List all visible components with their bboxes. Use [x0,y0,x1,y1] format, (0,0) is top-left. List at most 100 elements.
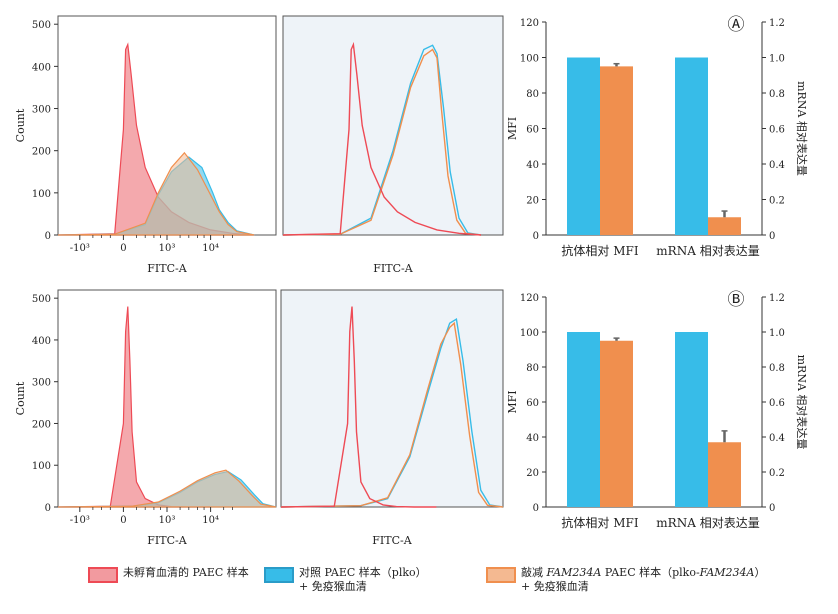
y-right-tick-label: 1.0 [769,54,785,65]
histogram-line-orange [282,48,482,236]
y-axis-title: MFI [506,117,519,140]
legend-item-unincubated: 未孵育血清的 PAEC 样本 [88,566,249,583]
legend-item-knockdown: 敲减 FAM234A PAEC 样本（plko-FAM234A） + 免疫猴血清 [486,566,766,594]
x-axis-title: FITC-A [373,262,413,275]
x-tick-label: 10³ [159,515,176,526]
y-tick-label: 20 [526,196,539,207]
histogram-line-red [280,306,437,508]
bar-orange [708,442,741,507]
x-tick-label: -10³ [70,243,90,254]
y-tick-label: 500 [32,294,51,305]
y-tick-label: 80 [526,89,539,100]
histogram-line-red [282,41,482,236]
y-tick-label: 0 [533,231,539,242]
category-label: mRNA 相对表达量 [656,244,759,258]
y-tick-label: 200 [32,147,51,158]
histogram-area-orange [57,469,277,508]
histogram-panel-b-histogram-overlay [54,289,277,512]
y-tick-label: 120 [520,18,539,29]
y-tick-label: 100 [32,189,51,200]
category-label: mRNA 相对表达量 [656,516,759,530]
x-tick-label: 10³ [159,243,176,254]
y-axis-title: Count [14,108,27,142]
x-tick-label: 10⁴ [202,243,219,254]
y-tick-label: 500 [32,20,51,31]
bar-blue [675,332,708,507]
x-axis-title: FITC-A [147,534,187,547]
y-tick-label: 400 [32,62,51,73]
y-right-tick-label: 1.2 [769,293,785,304]
plot-frame [280,289,504,508]
histogram-area-orange [57,151,255,236]
y-tick-label: 60 [526,398,539,409]
legend-label-knockdown-serum: + 免疫猴血清 [521,580,589,593]
legend: 未孵育血清的 PAEC 样本 对照 PAEC 样本（plko） + 免疫猴血清 … [0,560,838,614]
histogram-line-orange [280,321,504,508]
y-right-tick-label: 1.0 [769,328,785,339]
y-tick-label: 40 [526,160,539,171]
bar-orange [708,217,741,235]
histogram-panel-a-histogram-overlay [54,15,277,240]
legend-label-control-serum: + 免疫猴血清 [299,580,367,593]
y-right-tick-label: 0.4 [769,433,785,444]
y-tick-label: 40 [526,433,539,444]
y-right-tick-label: 0.6 [769,398,785,409]
bar-panel-b [542,296,766,508]
y-tick-label: 100 [520,328,539,339]
x-axis-title: FITC-A [147,262,187,275]
y-right-tick-label: 0 [769,231,775,242]
y-right-tick-label: 0 [769,503,775,514]
y-tick-label: 100 [32,461,51,472]
legend-label-unincubated: 未孵育血清的 PAEC 样本 [123,566,249,579]
y-tick-label: 0 [45,503,51,514]
y-tick-label: 80 [526,363,539,374]
y-axis-title: MFI [506,390,519,413]
bar-orange [600,66,633,235]
y-tick-label: 120 [520,293,539,304]
x-tick-label: 0 [120,243,126,254]
y-tick-label: 400 [32,336,51,347]
y-tick-label: 60 [526,125,539,136]
plot-frame [282,15,504,236]
panel-label: Ⓑ [728,290,745,310]
bar-panel-a [542,21,766,236]
y-right-tick-label: 0.8 [769,363,785,374]
y-tick-label: 100 [520,54,539,65]
y-axis-title: Count [14,381,27,415]
plot-frame [57,289,277,508]
legend-label-knockdown: 敲减 FAM234A PAEC 样本（plko-FAM234A） [521,566,766,579]
histogram-line-blue [280,317,504,508]
y-right-axis-title: mRNA 相对表达量 [795,355,809,450]
y-right-tick-label: 0.6 [769,125,785,136]
y-tick-label: 0 [45,231,51,242]
y-tick-label: 0 [533,503,539,514]
y-right-tick-label: 0.2 [769,196,785,207]
y-tick-label: 20 [526,468,539,479]
y-right-tick-label: 0.8 [769,89,785,100]
y-right-axis-title: mRNA 相对表达量 [795,81,809,176]
x-tick-label: -10³ [70,515,90,526]
y-right-tick-label: 0.2 [769,468,785,479]
category-label: 抗体相对 MFI [561,243,638,258]
histogram-panel-b-histogram-outline [280,289,504,508]
y-tick-label: 300 [32,378,51,389]
y-tick-label: 300 [32,105,51,116]
legend-swatch-red [88,567,118,583]
histogram-panel-a-histogram-outline [282,15,504,236]
panel-label: Ⓐ [728,15,745,35]
x-tick-label: 0 [120,515,126,526]
category-label: 抗体相对 MFI [561,515,638,530]
legend-item-control: 对照 PAEC 样本（plko） + 免疫猴血清 [264,566,427,594]
legend-swatch-orange [486,567,516,583]
y-right-tick-label: 1.2 [769,18,785,29]
y-tick-label: 200 [32,419,51,430]
bar-blue [567,332,600,507]
y-right-tick-label: 0.4 [769,160,785,171]
legend-label-control: 对照 PAEC 样本（plko） [299,566,427,579]
legend-swatch-blue [264,567,294,583]
bar-orange [600,340,633,507]
x-tick-label: 10⁴ [202,515,219,526]
bar-blue [675,57,708,235]
bar-blue [567,57,600,235]
